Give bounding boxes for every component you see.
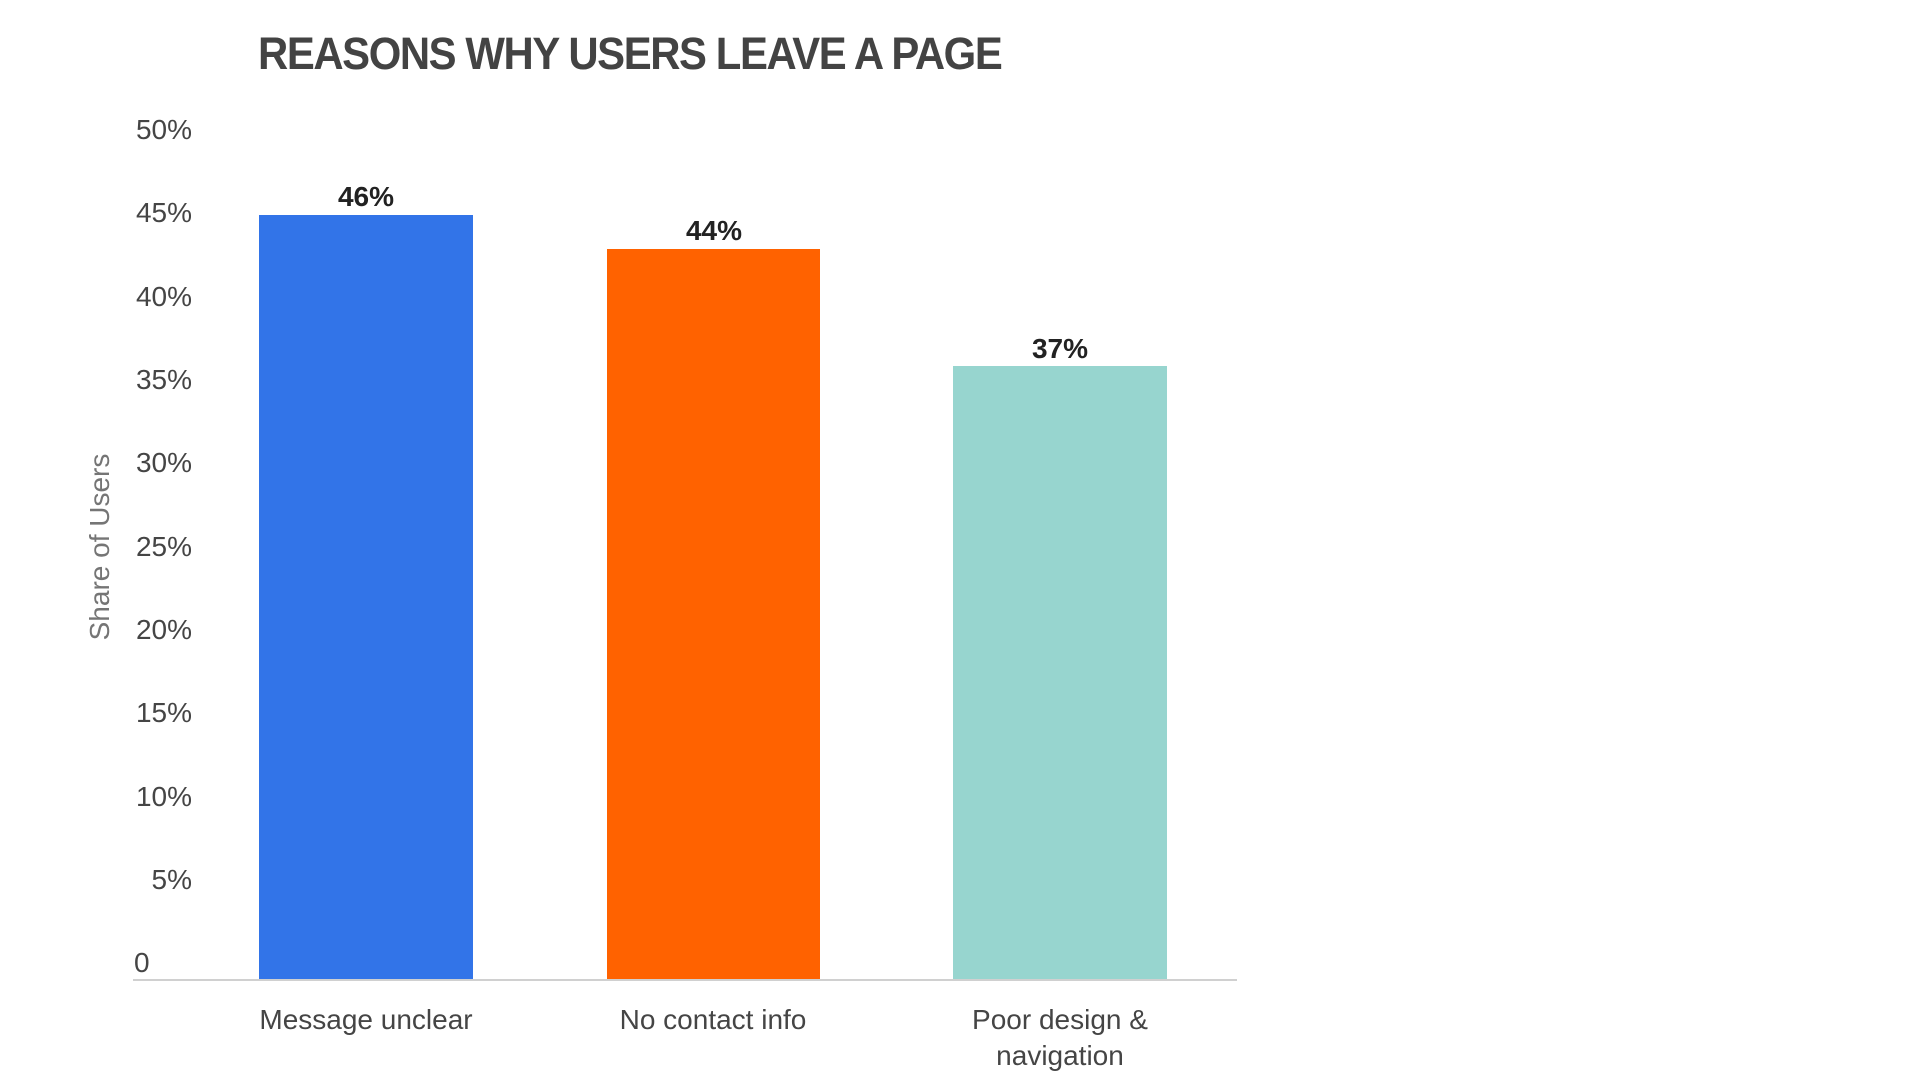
y-tick-label: 25%: [135, 531, 192, 562]
bar-no-contact-info: [607, 249, 820, 980]
bar-value-label: 46%: [337, 181, 395, 212]
bar-message-unclear: [259, 215, 473, 980]
bar-poor-design-navigation: [953, 366, 1167, 980]
y-tick-label: 30%: [135, 447, 192, 478]
y-tick-label: 15%: [135, 697, 192, 728]
x-axis-baseline: [133, 979, 1237, 981]
y-tick-label: 50%: [135, 114, 192, 145]
x-category-label: Message unclear: [259, 1004, 473, 1035]
bar-value-label: 37%: [1031, 333, 1089, 364]
y-tick-label: 0: [134, 947, 150, 978]
y-tick-label: 20%: [135, 614, 192, 645]
x-category-label: No contact info: [619, 1004, 807, 1035]
y-tick-label: 45%: [135, 197, 192, 228]
y-tick-label: 35%: [135, 364, 192, 395]
y-tick-label: 10%: [135, 781, 192, 812]
y-tick-label: 40%: [135, 281, 192, 312]
x-category-label: Poor design & navigation: [972, 1004, 1148, 1071]
chart-title: REASONS WHY USERS LEAVE A PAGE: [258, 28, 1003, 79]
bar-value-label: 44%: [685, 215, 743, 246]
y-tick-label: 5%: [151, 864, 192, 895]
